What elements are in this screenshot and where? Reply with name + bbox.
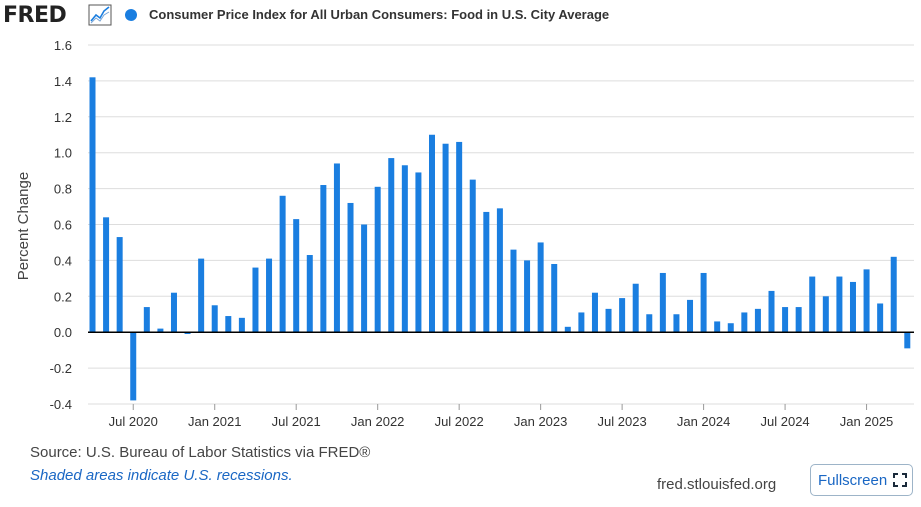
x-tick-label: Jul 2021 <box>272 414 321 429</box>
bar[interactable] <box>374 186 381 333</box>
site-url[interactable]: fred.stlouisfed.org <box>657 476 777 493</box>
bar[interactable] <box>266 258 273 333</box>
bar[interactable] <box>510 249 517 333</box>
y-tick-label: -0.4 <box>50 397 72 412</box>
bar[interactable] <box>659 272 666 333</box>
x-tick-label: Jan 2021 <box>188 414 242 429</box>
bar[interactable] <box>754 308 761 333</box>
y-axis-label: Percent Change <box>15 172 32 280</box>
bar[interactable] <box>347 202 354 333</box>
y-tick-label: 0.6 <box>54 218 72 233</box>
source-note: Source: U.S. Bureau of Labor Statistics … <box>30 444 371 461</box>
bar[interactable] <box>849 281 856 333</box>
y-tick-label: 1.2 <box>54 110 72 125</box>
bar[interactable] <box>211 305 218 333</box>
x-tick-label: Jan 2025 <box>840 414 894 429</box>
y-tick-label: -0.2 <box>50 361 72 376</box>
fullscreen-label: Fullscreen <box>818 471 888 489</box>
bar[interactable] <box>700 272 707 333</box>
bar[interactable] <box>130 332 137 401</box>
bar[interactable] <box>198 258 205 333</box>
chart-header: FRED Consumer Price Index for All Urban … <box>0 0 921 32</box>
y-tick-label: 1.0 <box>54 146 72 161</box>
bar[interactable] <box>103 217 110 333</box>
bar[interactable] <box>890 256 897 333</box>
bar[interactable] <box>415 172 422 333</box>
bar-series <box>89 77 911 401</box>
bar[interactable] <box>293 219 300 333</box>
bar[interactable] <box>333 163 340 333</box>
x-tick-label: Jan 2022 <box>351 414 405 429</box>
bar[interactable] <box>469 179 476 333</box>
bar[interactable] <box>89 77 96 333</box>
x-tick-label: Jul 2023 <box>598 414 647 429</box>
bar[interactable] <box>306 255 313 333</box>
bar[interactable] <box>768 290 775 333</box>
bar[interactable] <box>184 332 191 334</box>
x-tick-label: Jul 2024 <box>761 414 810 429</box>
fred-logo[interactable]: FRED <box>3 3 67 28</box>
bar[interactable] <box>537 242 544 333</box>
y-tick-label: 0.0 <box>54 325 72 340</box>
bar[interactable] <box>578 312 585 333</box>
fullscreen-icon <box>893 473 908 487</box>
bar[interactable] <box>591 292 598 333</box>
bar[interactable] <box>863 269 870 333</box>
bar[interactable] <box>619 298 626 333</box>
bar[interactable] <box>605 308 612 333</box>
chart-title: Consumer Price Index for All Urban Consu… <box>149 7 610 22</box>
y-tick-label: 1.4 <box>54 74 72 89</box>
y-axis: 1.6 1.4 1.2 1.0 0.8 0.6 0.4 0.2 0.0 -0.2 -0.4 <box>50 38 72 412</box>
bar[interactable] <box>727 323 734 333</box>
bar[interactable] <box>551 263 558 333</box>
bar[interactable] <box>483 211 490 333</box>
bar[interactable] <box>225 316 232 333</box>
bar[interactable] <box>143 307 150 333</box>
bar[interactable] <box>170 292 177 333</box>
bar[interactable] <box>157 328 164 333</box>
bar[interactable] <box>782 307 789 333</box>
x-tick-label: Jul 2022 <box>435 414 484 429</box>
fullscreen-button[interactable]: Fullscreen <box>810 464 913 496</box>
bar[interactable] <box>741 312 748 333</box>
x-tick-label: Jul 2020 <box>109 414 158 429</box>
x-tick-label: Jan 2024 <box>677 414 731 429</box>
bar[interactable] <box>456 141 463 333</box>
y-tick-label: 0.2 <box>54 289 72 304</box>
bar[interactable] <box>442 143 449 333</box>
bar[interactable] <box>279 195 286 333</box>
bar[interactable] <box>795 307 802 333</box>
legend-marker <box>125 9 137 21</box>
x-tick-label: Jan 2023 <box>514 414 568 429</box>
bar[interactable] <box>564 326 571 333</box>
y-tick-label: 0.8 <box>54 182 72 197</box>
chart-area: 1.6 1.4 1.2 1.0 0.8 0.6 0.4 0.2 0.0 -0.2 -0.4 Jul … <box>15 38 914 429</box>
bar[interactable] <box>822 296 829 333</box>
bar[interactable] <box>877 303 884 333</box>
y-tick-label: 1.6 <box>54 38 72 53</box>
bar[interactable] <box>361 224 368 333</box>
bar[interactable] <box>388 158 395 333</box>
bar[interactable] <box>429 134 435 333</box>
bar[interactable] <box>836 276 843 333</box>
bar[interactable] <box>809 276 816 333</box>
bar[interactable] <box>252 267 259 333</box>
bar[interactable] <box>116 237 123 333</box>
bar[interactable] <box>238 317 245 333</box>
x-axis: Jul 2020 Jan 2021 Jul 2021 Jan 2022 Jul 2022… <box>109 404 894 429</box>
bar[interactable] <box>320 185 327 333</box>
bar[interactable] <box>714 321 721 333</box>
y-tick-label: 0.4 <box>54 253 72 268</box>
graph-icon <box>88 4 112 26</box>
bar[interactable] <box>496 208 503 333</box>
bar[interactable] <box>646 314 653 333</box>
bar[interactable] <box>673 314 680 333</box>
bar[interactable] <box>904 332 911 349</box>
recession-note: Shaded areas indicate U.S. recessions. <box>30 467 293 484</box>
bar[interactable] <box>524 260 531 333</box>
bar[interactable] <box>401 165 408 333</box>
bar[interactable] <box>687 299 694 333</box>
bar[interactable] <box>632 283 639 333</box>
